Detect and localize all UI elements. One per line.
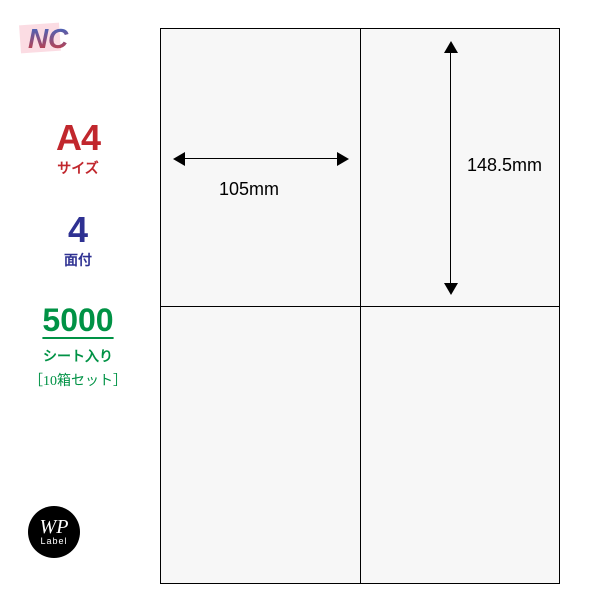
wp-badge-top: WP (40, 518, 69, 536)
height-dimension-arrow (441, 41, 461, 295)
height-dimension-line (450, 49, 451, 287)
wp-label-badge: WP Label (28, 506, 80, 558)
paper-size-value: A4 (18, 120, 138, 156)
label-sheet-diagram: 105mm 148.5mm (160, 28, 560, 584)
sheets-block: 5000 シート入り ［10箱セット］ (18, 304, 138, 390)
faces-block: 4 面付 (18, 212, 138, 270)
height-dimension-label: 148.5mm (467, 155, 542, 176)
page: N C A4 サイズ 4 面付 5000 シート入り ［10箱セット］ WP L… (0, 0, 600, 600)
sheets-label: シート入り (18, 346, 138, 366)
faces-value: 4 (18, 212, 138, 248)
horizontal-divider (161, 306, 559, 307)
svg-text:C: C (48, 23, 69, 54)
arrow-down-icon (444, 283, 458, 295)
width-dimension-line (181, 158, 341, 159)
arrow-up-icon (444, 41, 458, 53)
svg-text:N: N (28, 23, 49, 54)
sheets-box-label: ［10箱セット］ (18, 370, 138, 390)
info-column: A4 サイズ 4 面付 5000 シート入り ［10箱セット］ (18, 120, 138, 424)
nc-logo: N C (18, 18, 76, 60)
arrow-right-icon (337, 152, 349, 166)
width-dimension-arrow (173, 149, 349, 169)
paper-size-label: サイズ (18, 158, 138, 178)
arrow-left-icon (173, 152, 185, 166)
wp-badge-bottom: Label (40, 536, 67, 546)
paper-size-block: A4 サイズ (18, 120, 138, 178)
width-dimension-label: 105mm (219, 179, 279, 200)
faces-label: 面付 (18, 250, 138, 270)
sheets-value: 5000 (18, 304, 138, 336)
